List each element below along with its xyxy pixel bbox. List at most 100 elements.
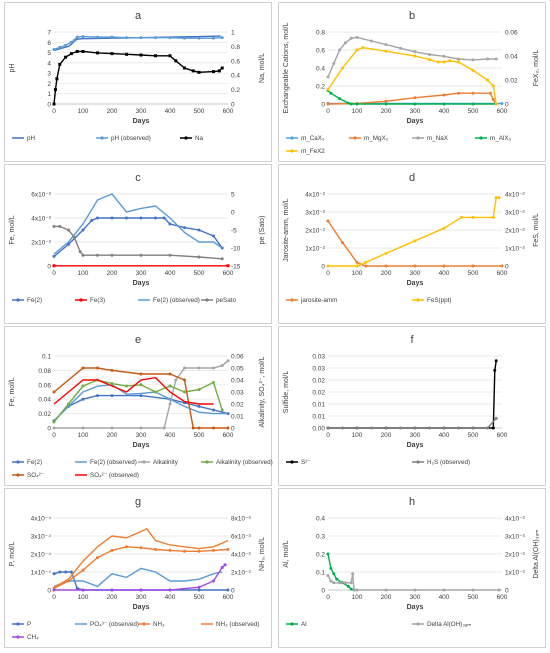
data-point bbox=[139, 372, 143, 376]
y2-tick-label: 0.04 bbox=[505, 54, 518, 61]
x-axis-title: Days bbox=[407, 118, 424, 125]
data-point bbox=[355, 260, 359, 264]
legend-marker bbox=[290, 460, 294, 464]
data-point bbox=[442, 426, 446, 430]
data-point bbox=[125, 545, 128, 549]
y-tick-label: 7 bbox=[47, 30, 51, 37]
y-tick-label: 0.2 bbox=[316, 552, 325, 559]
x-tick-label: 200 bbox=[381, 432, 392, 439]
data-point bbox=[349, 36, 353, 40]
y-tick-label: 0.02 bbox=[312, 390, 325, 397]
data-point bbox=[58, 224, 62, 228]
data-point bbox=[370, 39, 373, 43]
data-point bbox=[349, 102, 353, 106]
data-point bbox=[191, 69, 195, 73]
y2-tick-label: 2x10⁻² bbox=[505, 228, 526, 235]
series-line-3 bbox=[54, 225, 223, 260]
data-point bbox=[226, 426, 230, 430]
y2-tick-label: 4x10⁻³ bbox=[231, 552, 252, 559]
x-tick-label: 0 bbox=[326, 108, 330, 115]
data-point bbox=[174, 378, 178, 382]
data-point bbox=[349, 587, 353, 591]
data-point bbox=[183, 390, 186, 394]
legend-label: NH₃ bbox=[153, 621, 165, 628]
series-line-2 bbox=[53, 193, 223, 255]
data-point bbox=[110, 35, 114, 39]
y-tick-label: 0 bbox=[321, 264, 325, 271]
y-tick-label: 2 bbox=[47, 81, 51, 88]
legend-label: Fe(2) (observed) bbox=[153, 297, 200, 304]
data-point bbox=[413, 102, 417, 106]
x-axis-title: Days bbox=[133, 604, 150, 611]
data-point bbox=[168, 588, 172, 592]
y-tick-label: 0 bbox=[47, 426, 51, 433]
x-axis-title: Days bbox=[133, 118, 150, 125]
data-point bbox=[69, 40, 73, 44]
y-tick-label: 0.1 bbox=[316, 570, 325, 577]
legend-label: Fe(3) bbox=[90, 297, 105, 304]
data-point bbox=[197, 366, 201, 370]
legend-item: H₂S (observed) bbox=[412, 459, 470, 466]
panel-d: d 0 1x10⁻² 2x10⁻² 3x10⁻² 4x10⁻² 0 1x10⁻² 2x10⁻² 3… bbox=[278, 164, 546, 324]
y-tick-label: 6x10⁻² bbox=[31, 192, 52, 199]
panel-label: c bbox=[135, 172, 141, 184]
panel-border bbox=[4, 488, 272, 648]
data-point bbox=[384, 251, 388, 255]
x-tick-label: 300 bbox=[410, 270, 421, 277]
legend-marker bbox=[79, 298, 83, 302]
data-point bbox=[220, 566, 224, 569]
data-point bbox=[139, 53, 143, 57]
x-tick-label: 500 bbox=[194, 270, 205, 277]
legend-marker bbox=[479, 136, 483, 140]
data-point bbox=[494, 416, 498, 420]
legend-item: P bbox=[12, 621, 31, 628]
data-point bbox=[355, 102, 359, 106]
legend-marker bbox=[16, 298, 20, 302]
data-point bbox=[69, 570, 73, 574]
legend-item: FeS(ppt) bbox=[412, 297, 452, 304]
x-tick-label: 300 bbox=[410, 594, 421, 601]
legend-marker bbox=[353, 136, 357, 140]
legend-label: Al bbox=[301, 621, 307, 628]
y-axis-title: P, mol/L bbox=[9, 542, 16, 567]
y-axis-title: pH bbox=[9, 64, 16, 73]
data-point bbox=[212, 579, 215, 583]
x-tick-label: 200 bbox=[381, 270, 392, 277]
data-point bbox=[212, 380, 215, 384]
data-point bbox=[212, 36, 215, 40]
data-point bbox=[457, 60, 460, 64]
data-point bbox=[457, 57, 460, 61]
data-point bbox=[349, 581, 353, 585]
y2-tick-label: 0.6 bbox=[231, 58, 240, 65]
data-point bbox=[212, 70, 215, 74]
y-tick-label: 0 bbox=[47, 264, 51, 271]
data-point bbox=[370, 426, 373, 430]
data-point bbox=[197, 404, 201, 408]
y-tick-label: 0.03 bbox=[312, 354, 325, 361]
data-point bbox=[183, 378, 186, 382]
x-tick-label: 500 bbox=[194, 594, 205, 601]
y2-tick-label: -10 bbox=[231, 246, 241, 253]
y-tick-label: 6 bbox=[47, 40, 51, 47]
y-tick-label: 2x10⁻² bbox=[305, 228, 326, 235]
y2-tick-label: 1 bbox=[231, 30, 235, 37]
x-tick-label: 400 bbox=[439, 270, 450, 277]
data-point bbox=[497, 196, 501, 200]
legend-marker bbox=[184, 136, 188, 140]
data-point bbox=[500, 264, 504, 268]
y-tick-label: 2x10⁻² bbox=[31, 240, 52, 247]
data-point bbox=[168, 222, 172, 226]
y-tick-label: 4 bbox=[47, 60, 51, 67]
data-point bbox=[64, 570, 68, 574]
data-point bbox=[52, 426, 56, 430]
y2-tick-label: 6x10⁻³ bbox=[231, 534, 252, 541]
panel-border bbox=[4, 164, 272, 324]
data-point bbox=[110, 216, 114, 220]
data-point bbox=[110, 548, 114, 552]
data-point bbox=[183, 549, 186, 553]
x-tick-label: 500 bbox=[468, 432, 479, 439]
legend-item: m_MgX₂ bbox=[349, 135, 389, 142]
x-tick-label: 400 bbox=[439, 108, 450, 115]
data-point bbox=[497, 588, 501, 592]
legend-item: Fe(2) (observed) bbox=[138, 297, 200, 304]
